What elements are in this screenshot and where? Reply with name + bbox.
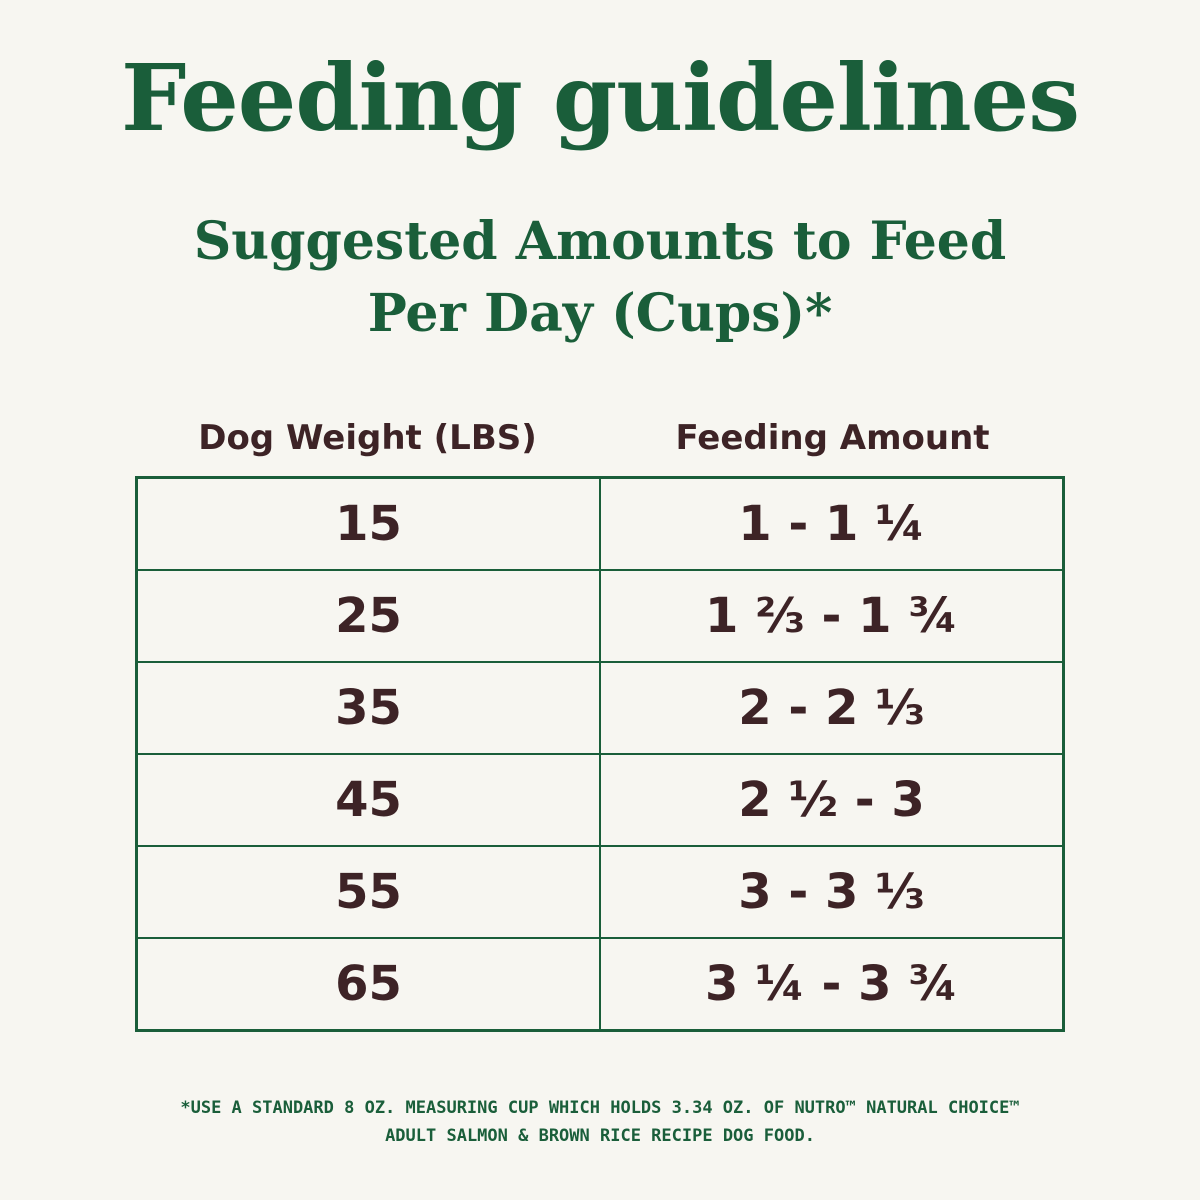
- weight-cell: 45: [135, 753, 601, 847]
- amount-cell: 3 ¼ - 3 ¾: [599, 937, 1065, 1032]
- subtitle-line: Suggested Amounts to Feed: [193, 211, 1007, 272]
- amount-cell: 3 - 3 ⅓: [599, 845, 1065, 939]
- footnote-line: ADULT SALMON & BROWN RICE RECIPE DOG FOO…: [385, 1126, 815, 1146]
- weight-cell: 15: [135, 476, 601, 571]
- subtitle: Suggested Amounts to Feed Per Day (Cups)…: [0, 206, 1200, 350]
- weight-cell: 35: [135, 661, 601, 755]
- feeding-table: 15 1 - 1 ¼ 25 1 ⅔ - 1 ¾ 35 2 - 2 ⅓ 45 2 ½ - 3 55…: [135, 476, 1065, 1032]
- column-header: Dog Weight (LBS): [198, 418, 537, 458]
- weight-cell: 65: [135, 937, 601, 1032]
- amount-cell: 2 ½ - 3: [599, 753, 1065, 847]
- table-row: 45 2 ½ - 3: [135, 753, 1065, 847]
- weight-cell: 25: [135, 569, 601, 663]
- table-header: Dog Weight (LBS) Feeding Amount: [135, 418, 1065, 458]
- footnote-line: *USE A STANDARD 8 OZ. MEASURING CUP WHIC…: [180, 1098, 1020, 1118]
- table-row: 15 1 - 1 ¼: [135, 476, 1065, 571]
- footnote: *USE A STANDARD 8 OZ. MEASURING CUP WHIC…: [0, 1094, 1200, 1150]
- column-header: Feeding Amount: [675, 418, 990, 458]
- table-row: 55 3 - 3 ⅓: [135, 845, 1065, 939]
- table-row: 65 3 ¼ - 3 ¾: [135, 937, 1065, 1032]
- amount-cell: 2 - 2 ⅓: [599, 661, 1065, 755]
- title: Feeding guidelines: [120, 44, 1080, 152]
- amount-cell: 1 ⅔ - 1 ¾: [599, 569, 1065, 663]
- table-row: 35 2 - 2 ⅓: [135, 661, 1065, 755]
- amount-cell: 1 - 1 ¼: [599, 476, 1065, 571]
- table-row: 25 1 ⅔ - 1 ¾: [135, 569, 1065, 663]
- subtitle-line: Per Day (Cups)*: [367, 283, 833, 344]
- weight-cell: 55: [135, 845, 601, 939]
